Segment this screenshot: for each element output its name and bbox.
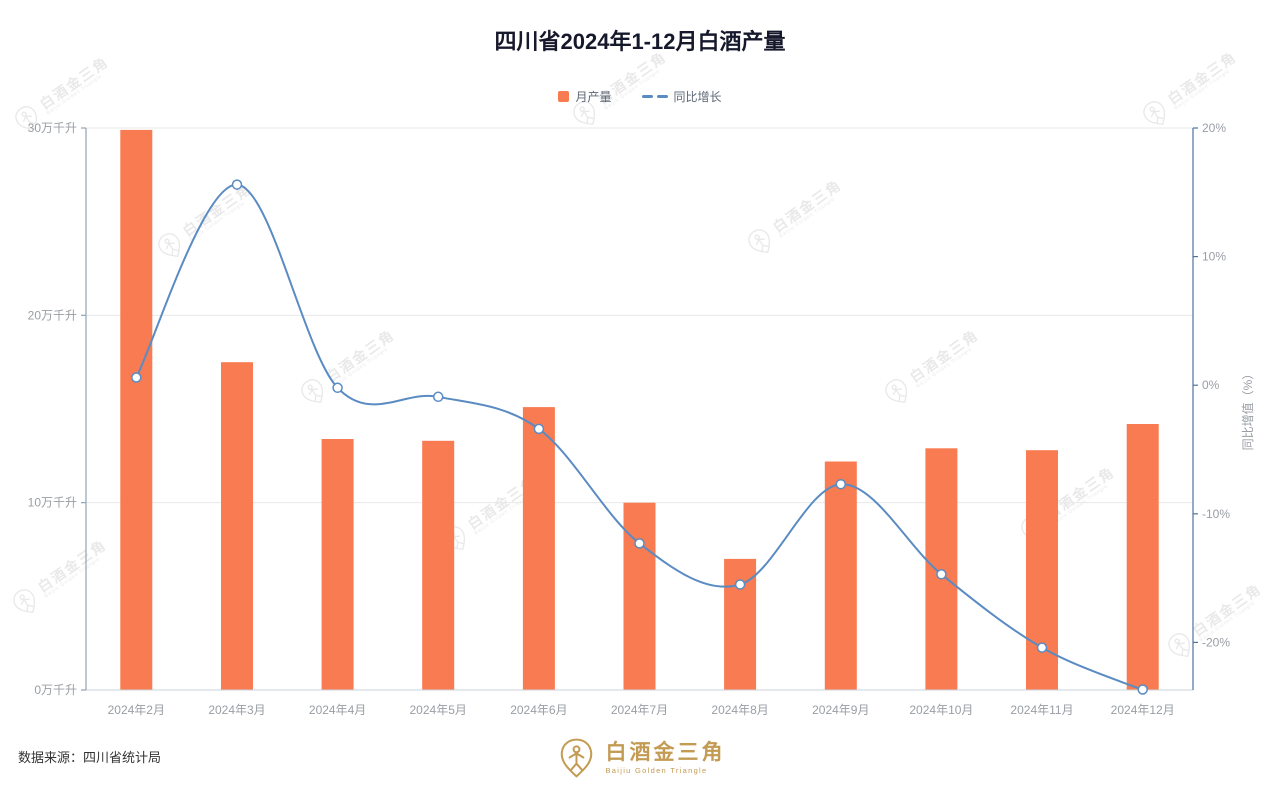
watermark: 白酒金三角 Baijiu Golden Triangle [293, 323, 404, 413]
yoy-point-2024年9月[interactable] [835, 478, 847, 490]
triangle-emblem-icon [301, 379, 324, 404]
brand-name-en: Baijiu Golden Triangle [605, 765, 708, 775]
legend-item-monthly-output[interactable]: 月产量 [558, 88, 612, 105]
triangle-emblem-icon [15, 106, 38, 131]
yoy-point-2024年12月[interactable] [1137, 684, 1148, 695]
y-right-axis-title: 同比增值（%） [1240, 368, 1255, 451]
y-right-tick-label: -20% [1202, 635, 1230, 649]
y-right-tick-label: 20% [1202, 121, 1226, 135]
yoy-point-2024年3月[interactable] [231, 179, 243, 190]
watermark: 白酒金三角 Baijiu Golden Triangle [1160, 577, 1271, 667]
triangle-emblem-icon [13, 589, 36, 614]
triangle-emblem-icon [1168, 633, 1191, 658]
triangle-emblem-icon [748, 229, 771, 254]
production-bar-2024年2月[interactable] [120, 129, 153, 690]
brand-name-cn: 白酒金三角 [605, 740, 726, 764]
y-left-tick-label: 20万千升 [28, 308, 77, 322]
x-tick-label: 2024年5月 [410, 703, 467, 717]
y-left-tick-label: 0万千升 [34, 683, 77, 697]
x-tick-label: 2024年12月 [1111, 703, 1175, 717]
watermark: 白酒金三角 Baijiu Golden Triangle [877, 323, 988, 413]
triangle-emblem-icon [573, 101, 596, 126]
y-left-tick-label: 10万千升 [28, 496, 77, 510]
watermark: 白酒金三角 Baijiu Golden Triangle [740, 173, 851, 263]
production-bar-2024年3月[interactable] [221, 362, 253, 690]
yoy-point-2024年7月[interactable] [634, 538, 645, 549]
y-right-tick-label: 0% [1202, 378, 1220, 392]
data-source-note: 数据来源：四川省统计局 [18, 750, 162, 765]
yoy-point-2024年6月[interactable] [533, 423, 545, 435]
triangle-emblem-icon [1143, 101, 1166, 126]
bar-swatch-icon [558, 91, 570, 102]
brand-logo: 白酒金三角 Baijiu Golden Triangle [555, 736, 726, 780]
production-bar-2024年5月[interactable] [422, 440, 455, 690]
legend: 月产量 同比增长 [0, 88, 1280, 105]
yoy-point-2024年8月[interactable] [734, 579, 746, 590]
triangle-emblem-icon [158, 233, 181, 258]
y-right-tick-label: 10% [1202, 250, 1226, 264]
legend-label-yoy-growth: 同比增长 [673, 90, 722, 104]
y-left-tick-label: 30万千升 [28, 121, 77, 135]
watermark: 白酒金三角 Baijiu Golden Triangle [7, 50, 118, 140]
x-tick-label: 2024年3月 [208, 703, 265, 717]
x-tick-label: 2024年2月 [108, 703, 165, 717]
yoy-point-2024年10月[interactable] [936, 569, 947, 580]
x-tick-label: 2024年4月 [309, 703, 366, 717]
yoy-point-2024年5月[interactable] [432, 391, 444, 403]
line-swatch-icon [641, 95, 668, 98]
y-right-tick-label: -10% [1202, 507, 1230, 521]
x-tick-label: 2024年8月 [711, 703, 768, 717]
legend-item-yoy-growth[interactable]: 同比增长 [641, 88, 722, 105]
yoy-point-2024年11月[interactable] [1036, 642, 1048, 653]
x-tick-label: 2024年7月 [611, 703, 668, 717]
x-tick-label: 2024年6月 [510, 703, 567, 717]
production-bar-2024年6月[interactable] [522, 407, 555, 690]
yoy-point-2024年4月[interactable] [332, 382, 343, 394]
brand-emblem-icon [555, 736, 599, 780]
yoy-growth-line [135, 183, 1144, 691]
production-bar-2024年9月[interactable] [824, 461, 857, 691]
watermark: 白酒金三角 Baijiu Golden Triangle [150, 177, 261, 267]
production-bar-2024年7月[interactable] [623, 502, 656, 690]
watermark: 白酒金三角 Baijiu Golden Triangle [1135, 45, 1246, 135]
x-tick-label: 2024年11月 [1010, 703, 1073, 717]
triangle-emblem-icon [885, 379, 908, 404]
watermark: 白酒金三角 Baijiu Golden Triangle [565, 45, 676, 135]
x-tick-label: 2024年9月 [812, 703, 869, 717]
legend-label-monthly-output: 月产量 [575, 90, 612, 104]
production-bar-2024年12月[interactable] [1126, 424, 1159, 690]
yoy-point-2024年2月[interactable] [131, 372, 142, 383]
production-bar-2024年4月[interactable] [321, 439, 354, 690]
triangle-emblem-icon [560, 738, 593, 778]
watermark: 白酒金三角 Baijiu Golden Triangle [5, 533, 116, 623]
x-tick-label: 2024年10月 [909, 703, 973, 717]
chart-title: 四川省2024年1-12月白酒产量 [494, 29, 786, 54]
